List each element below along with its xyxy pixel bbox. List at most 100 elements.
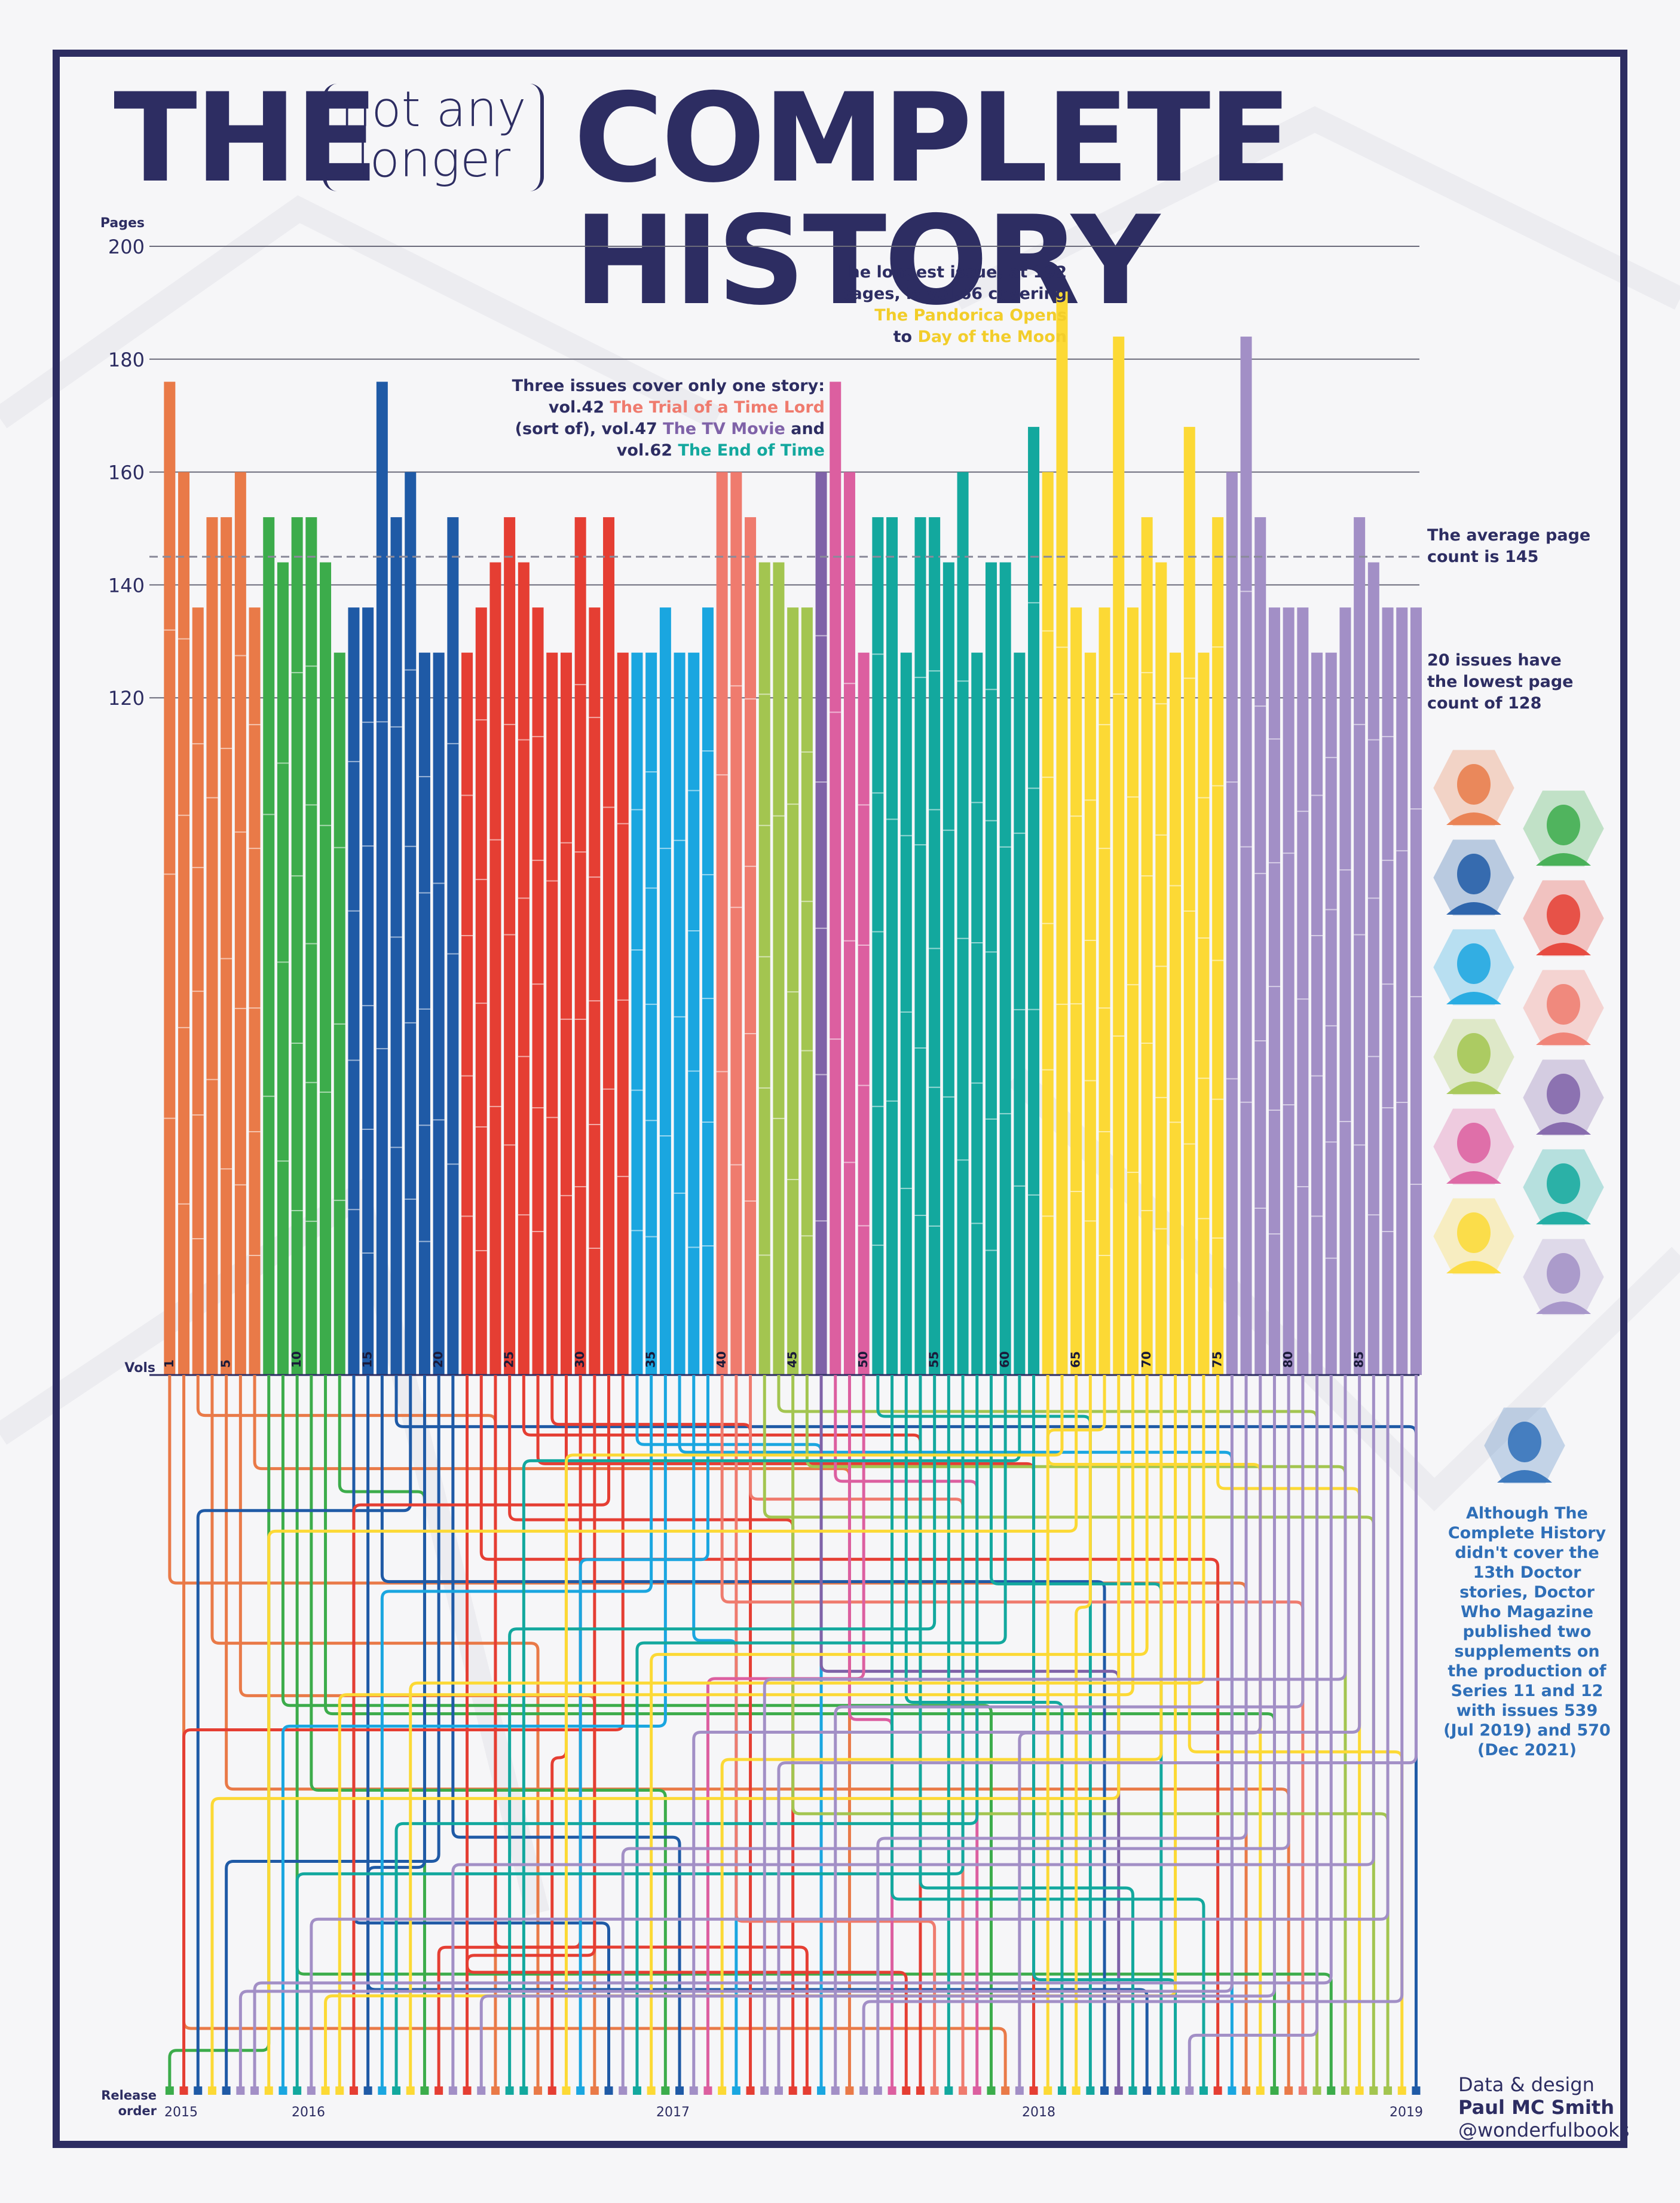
x-tick-label-80: 80 xyxy=(1281,1351,1295,1368)
bar-vol-23 xyxy=(475,607,487,1376)
release-line-vol-80 xyxy=(621,1375,1290,2086)
release-marker-vol-32 xyxy=(349,2086,358,2095)
release-line-vol-31 xyxy=(466,1375,596,2086)
release-line-vol-67 xyxy=(1046,1375,1106,2086)
release-marker-vol-34 xyxy=(817,2086,826,2095)
annotation-average-text: count is xyxy=(1427,548,1505,566)
doctor-avatar-7 xyxy=(1433,1019,1514,1095)
bar-vol-82 xyxy=(1311,652,1323,1375)
release-year-2019: 2019 xyxy=(1390,2105,1423,2120)
annotation-one-story-line3: (sort of), vol.47 The TV Movie and xyxy=(478,418,825,440)
release-marker-vol-46 xyxy=(1341,2086,1349,2095)
release-marker-vol-82 xyxy=(1185,2086,1194,2095)
release-line-vol-39 xyxy=(579,1375,709,2086)
release-line-vol-81 xyxy=(834,1375,1305,2086)
release-line-vol-57 xyxy=(295,1375,965,2086)
bar-vol-85 xyxy=(1354,517,1366,1375)
release-line-vol-87 xyxy=(310,1375,1390,2086)
bar-vol-89 xyxy=(1410,607,1422,1376)
x-tick-label-30: 30 xyxy=(573,1351,587,1368)
doctor-avatar-10 xyxy=(1523,1149,1604,1226)
release-marker-vol-30 xyxy=(434,2086,443,2095)
release-marker-vol-57 xyxy=(293,2086,302,2095)
annotation-longest-line2: pages, is vol.66 covering xyxy=(840,285,1067,303)
x-axis-label: Vols xyxy=(124,1361,155,1376)
release-line-vol-35 xyxy=(380,1375,653,2086)
release-marker-vol-81 xyxy=(831,2086,840,2095)
annotation-longest-line1: The longest issue, at 192 xyxy=(837,263,1067,282)
release-marker-vol-63 xyxy=(1256,2086,1265,2095)
release-marker-vol-21 xyxy=(675,2086,684,2095)
bar-vol-87 xyxy=(1382,607,1394,1376)
x-tick-label-85: 85 xyxy=(1352,1351,1366,1368)
doctor-avatar-9 xyxy=(1433,1108,1514,1185)
release-marker-vol-27 xyxy=(1029,2086,1038,2095)
bar-vol-4 xyxy=(206,517,218,1375)
release-marker-vol-45 xyxy=(1384,2086,1393,2095)
doctor-avatar-4 xyxy=(1523,880,1604,957)
bar-vol-44 xyxy=(773,562,785,1375)
annotation-end-of-time: The End of Time xyxy=(678,441,825,460)
bar-vol-76 xyxy=(1226,472,1238,1375)
release-line-vol-64 xyxy=(564,1375,1064,2086)
doctor-avatar-5 xyxy=(1433,929,1514,1006)
release-marker-vol-75 xyxy=(1355,2086,1364,2095)
bar-vol-58 xyxy=(971,652,983,1375)
bar-vol-11 xyxy=(305,517,317,1375)
release-marker-vol-58 xyxy=(392,2086,401,2095)
annotation-longest: The longest issue, at 192 pages, is vol.… xyxy=(777,262,1067,348)
release-marker-vol-44 xyxy=(1312,2086,1321,2095)
bar-vol-55 xyxy=(929,517,941,1375)
bar-vol-21 xyxy=(447,517,459,1375)
release-marker-vol-8 xyxy=(165,2086,174,2095)
annotation-lowest-line2: the lowest page xyxy=(1427,673,1574,691)
bar-vol-29 xyxy=(560,652,572,1375)
release-marker-vol-37 xyxy=(1228,2086,1237,2095)
release-year-2015: 2015 xyxy=(164,2105,198,2120)
release-marker-vol-29 xyxy=(547,2086,556,2095)
bar-vol-8 xyxy=(263,517,275,1375)
release-marker-vol-42 xyxy=(959,2086,968,2095)
bar-vol-54 xyxy=(914,517,926,1375)
bar-vol-53 xyxy=(900,652,912,1375)
annotation-average-line2: count is 145 xyxy=(1427,546,1606,568)
release-marker-vol-72 xyxy=(321,2086,330,2095)
bar-vol-5 xyxy=(221,517,232,1375)
release-marker-vol-14 xyxy=(604,2086,613,2095)
release-marker-vol-55 xyxy=(505,2086,514,2095)
bar-vol-49 xyxy=(843,472,855,1375)
release-marker-vol-87 xyxy=(307,2086,316,2095)
annotation-13th-line-7: published two xyxy=(1462,1623,1592,1641)
release-line-vol-76 xyxy=(238,1375,1234,2086)
release-line-vol-55 xyxy=(508,1375,937,2086)
annotation-13th-line-4: 13th Doctor xyxy=(1473,1563,1581,1582)
x-tick-label-15: 15 xyxy=(360,1351,375,1368)
bar-vol-50 xyxy=(858,652,870,1375)
poster-frame xyxy=(53,50,1627,2148)
bar-vol-52 xyxy=(886,517,898,1375)
bar-vol-69 xyxy=(1127,607,1139,1376)
release-line-vol-84 xyxy=(763,1375,1347,2086)
release-line-vol-89 xyxy=(777,1375,1418,2086)
release-marker-vol-15 xyxy=(1143,2086,1152,2095)
release-marker-vol-84 xyxy=(760,2086,769,2095)
annotation-13th-line-11: with issues 539 xyxy=(1456,1701,1598,1720)
annotation-longest-line3: The Pandorica Opens xyxy=(874,306,1067,325)
y-tick-label-140: 140 xyxy=(108,574,145,597)
x-tick-label-20: 20 xyxy=(431,1351,445,1368)
release-line-vol-86 xyxy=(451,1375,1375,2086)
x-tick-label-60: 60 xyxy=(997,1351,1012,1368)
annotation-vol62: vol.62 xyxy=(616,441,678,460)
bar-vol-30 xyxy=(574,517,586,1375)
release-marker-vol-67 xyxy=(1044,2086,1052,2095)
annotation-one-story-line4: vol.62 The End of Time xyxy=(478,440,825,462)
bar-vol-62 xyxy=(1028,427,1040,1375)
release-marker-vol-61 xyxy=(519,2086,528,2095)
release-label-line1: Release xyxy=(101,2088,157,2103)
release-line-vol-32 xyxy=(352,1375,611,2086)
release-marker-vol-86 xyxy=(448,2086,457,2095)
release-marker-vol-89 xyxy=(774,2086,783,2095)
bar-vol-26 xyxy=(518,562,530,1375)
bar-vol-51 xyxy=(872,517,884,1375)
release-line-vol-88 xyxy=(862,1375,1404,2086)
